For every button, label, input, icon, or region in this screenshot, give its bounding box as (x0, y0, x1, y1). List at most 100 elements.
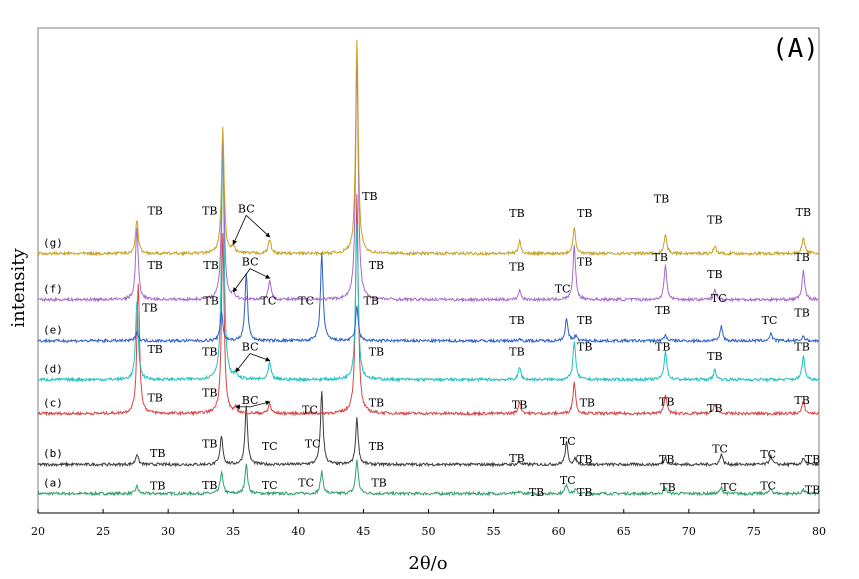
peak-annotation: TB (512, 399, 527, 412)
peak-annotation: TB (150, 447, 165, 460)
series-line-g (37, 39, 820, 257)
x-tick-label: 55 (487, 525, 501, 538)
peak-annotation: TB (529, 486, 544, 499)
peak-annotation: TB (794, 394, 809, 407)
peak-annotation: TB (659, 453, 674, 466)
peak-annotation: TB (796, 206, 811, 219)
peak-annotation: TB (202, 205, 217, 218)
peak-annotation: BC (242, 256, 259, 269)
x-tick-label: 20 (31, 525, 45, 538)
x-tick-label: 30 (161, 525, 175, 538)
peak-annotation: TC (261, 294, 277, 307)
peak-annotation: BC (242, 341, 259, 354)
peak-annotations: TB TB BC TB TB TB TB TB TB TB TB BC TB TB TB TB TB TB TB TB… (142, 190, 820, 499)
peak-annotation: TC (305, 438, 321, 451)
peak-annotation: TB (142, 302, 157, 315)
x-tick-label: 75 (747, 525, 761, 538)
peak-annotation: TB (509, 452, 524, 465)
peak-annotation: TB (202, 438, 217, 451)
series-label: (f) (43, 282, 63, 295)
series-line-d (37, 141, 820, 383)
peak-annotation: TB (794, 307, 809, 320)
x-tick-label: 50 (422, 525, 436, 538)
series-label: (e) (43, 324, 63, 337)
series-label: (c) (43, 396, 63, 409)
peak-annotation: TB (659, 395, 674, 408)
peak-annotation: TB (147, 205, 162, 218)
peak-annotation: TC (560, 435, 576, 448)
bc-arrow (250, 400, 271, 408)
peak-annotation: TB (202, 387, 217, 400)
peak-annotation: TB (509, 314, 524, 327)
series-label: (b) (43, 447, 63, 460)
peak-annotation: TB (794, 251, 809, 264)
x-tick-label: 45 (356, 525, 370, 538)
peak-annotation: BC (238, 202, 255, 215)
peak-annotation: TC (711, 292, 727, 305)
series-line-e (37, 252, 819, 344)
series-labels: (a) (b) (c) (d) (e) (f) (g) (43, 236, 63, 489)
bc-arrow (250, 353, 271, 362)
peak-annotation: TC (262, 479, 278, 492)
peak-annotation: TC (298, 476, 314, 489)
peak-annotation: TB (577, 207, 592, 220)
peak-annotation: TB (369, 259, 384, 272)
x-tick-label: 65 (617, 525, 631, 538)
peak-annotation: TB (202, 479, 217, 492)
peak-annotation: TB (577, 453, 592, 466)
series-line-a (37, 459, 820, 497)
peak-annotation: TB (577, 314, 592, 327)
peak-annotation: TB (369, 345, 384, 358)
peak-annotation: TC (302, 404, 318, 417)
peak-annotation: TB (147, 391, 162, 404)
x-axis-title: 2θ/o (408, 553, 447, 574)
peak-annotation: TB (655, 341, 670, 354)
peak-annotation: TC (762, 314, 778, 327)
peak-annotation: TB (509, 261, 524, 274)
peak-annotation: TB (202, 345, 217, 358)
y-axis-title: intensity (8, 248, 29, 328)
peak-annotation: TB (654, 193, 669, 206)
series-line-c (37, 194, 820, 417)
peak-annotation: TC (721, 481, 737, 494)
x-tick-label: 60 (552, 525, 566, 538)
x-tick-label: 40 (291, 525, 305, 538)
peak-annotation: TB (655, 304, 670, 317)
series-line-b (37, 391, 820, 468)
peak-annotation: TB (805, 484, 820, 497)
peak-annotation: TB (364, 294, 379, 307)
panel-label: (A) (772, 34, 819, 64)
peak-annotation: TB (371, 476, 386, 489)
peak-annotation: TB (652, 251, 667, 264)
x-tick-label: 25 (96, 525, 110, 538)
peak-annotation: TB (577, 256, 592, 269)
bc-arrow (232, 268, 251, 293)
peak-annotation: TC (262, 440, 278, 453)
series-label: (a) (43, 476, 63, 489)
peak-annotation: TB (707, 213, 722, 226)
peak-annotation: TC (712, 442, 728, 455)
peak-annotation: TB (805, 453, 820, 466)
bc-arrows (232, 215, 271, 410)
peak-annotation: TB (577, 486, 592, 499)
peak-annotation: TB (660, 481, 675, 494)
peak-annotation: TC (555, 282, 571, 295)
peak-annotation: TB (150, 480, 165, 493)
peak-annotation: TC (760, 448, 776, 461)
series-label: (d) (43, 362, 63, 375)
peak-annotation: TB (147, 343, 162, 356)
peak-annotation: TB (707, 350, 722, 363)
series-label: (g) (43, 236, 63, 249)
x-axis-ticks: 20 25 30 35 40 45 50 55 60 65 70 75 80 (31, 509, 826, 538)
series-line-f (37, 56, 820, 303)
peak-annotation: TB (147, 259, 162, 272)
peak-annotation: TC (560, 474, 576, 487)
peak-annotation: TB (362, 190, 377, 203)
peak-annotation: TC (760, 480, 776, 493)
peak-annotation: TB (369, 440, 384, 453)
peak-annotation: TB (707, 268, 722, 281)
diffraction-curves (37, 39, 820, 497)
peak-annotation: TB (509, 345, 524, 358)
peak-annotation: TB (794, 341, 809, 354)
